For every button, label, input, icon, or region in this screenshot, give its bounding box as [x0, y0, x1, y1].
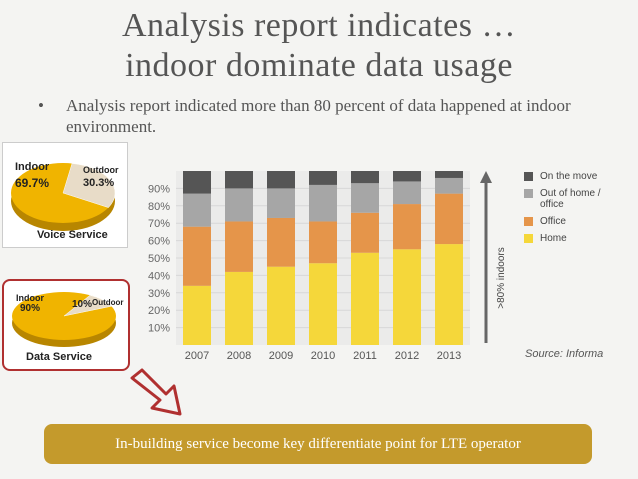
y-tick-label: 50%	[148, 253, 170, 265]
voice-pie-outdoor-slice	[62, 163, 116, 208]
bar-segment-home	[435, 244, 463, 345]
voice-outdoor-value: 30.3%	[83, 177, 115, 189]
legend-item-on-the-move: On the move	[524, 171, 614, 182]
title-line-1: Analysis report indicates …	[121, 7, 517, 44]
x-tick-label: 2010	[311, 350, 335, 362]
voice-service-caption: Voice Service	[37, 229, 108, 241]
bar-segment-on-the-move	[183, 171, 211, 194]
bar-segment-on-the-move	[267, 171, 295, 189]
data-service-card: Indoor 90% 10% Outdoor Data Service	[2, 279, 130, 371]
chart-legend: On the move Out of home / office Office …	[524, 171, 614, 250]
x-tick-label: 2009	[269, 350, 293, 362]
bar-segment-home	[183, 285, 211, 345]
voice-outdoor-label: Outdoor	[83, 165, 119, 175]
legend-label-home: Home	[540, 233, 567, 244]
voice-indoor-label: Indoor	[15, 161, 50, 173]
bar-segment-office	[435, 193, 463, 245]
legend-label-out-of-home: Out of home / office	[540, 188, 601, 210]
legend-swatch-out-of-home	[524, 189, 533, 198]
bar-segment-office	[225, 221, 253, 272]
y-tick-label: 70%	[148, 218, 170, 230]
bar-segment-out-of-home-office	[267, 188, 295, 218]
data-outdoor-value: 10%	[72, 299, 93, 310]
bar-segment-home	[267, 266, 295, 345]
bar-segment-office	[183, 226, 211, 286]
legend-swatch-office	[524, 217, 533, 226]
x-tick-label: 2008	[227, 350, 251, 362]
voice-pie-chart	[11, 163, 116, 231]
bar-segment-out-of-home-office	[183, 193, 211, 227]
y-tick-label: 20%	[148, 305, 170, 317]
y-tick-label: 80%	[148, 201, 170, 213]
chart-source: Source: Informa	[525, 348, 604, 360]
legend-item-out-of-home: Out of home / office	[524, 188, 614, 210]
bar-segment-out-of-home-office	[309, 184, 337, 222]
y-tick-label: 30%	[148, 288, 170, 300]
indoor-arrowhead-icon	[480, 171, 492, 183]
bar-segment-out-of-home-office	[351, 183, 379, 213]
voice-service-card: Indoor 69.7% Outdoor 30.3% Voice Service	[2, 142, 128, 248]
bullet-point: • Analysis report indicated more than 80…	[38, 95, 620, 137]
bar-segment-out-of-home-office	[393, 181, 421, 205]
x-tick-label: 2007	[185, 350, 209, 362]
bar-segment-home	[351, 252, 379, 345]
y-tick-label: 40%	[148, 270, 170, 282]
data-indoor-label: Indoor	[16, 293, 44, 303]
bar-segment-home	[393, 249, 421, 345]
bar-segment-on-the-move	[351, 171, 379, 184]
y-tick-label: 10%	[148, 323, 170, 335]
voice-indoor-value: 69.7%	[15, 176, 50, 190]
legend-swatch-home	[524, 234, 533, 243]
legend-item-office: Office	[524, 216, 614, 227]
usage-chart: 10% 20% 30% 40% 50% 60% 70% 80% 90% 2007 2008 2009 2…	[140, 165, 630, 365]
bar-segment-on-the-move	[435, 171, 463, 178]
bar-segment-office	[309, 221, 337, 264]
x-tick-label: 2011	[353, 350, 377, 362]
y-tick-label: 90%	[148, 183, 170, 195]
bar-segment-office	[267, 217, 295, 267]
bar-segment-office	[393, 204, 421, 250]
data-outdoor-label: Outdoor	[92, 298, 124, 307]
data-service-caption: Data Service	[26, 351, 93, 363]
conclusion-banner: In-building service become key different…	[44, 424, 592, 464]
bullet-icon: •	[38, 96, 44, 115]
legend-swatch-on-the-move	[524, 172, 533, 181]
bar-segment-on-the-move	[309, 171, 337, 185]
bar-segment-home	[309, 263, 337, 345]
data-indoor-value: 90%	[20, 303, 41, 314]
bar-segment-office	[351, 212, 379, 253]
legend-label-on-the-move: On the move	[540, 171, 598, 182]
y-tick-label: 60%	[148, 236, 170, 248]
legend-item-home: Home	[524, 233, 614, 244]
bar-segment-on-the-move	[225, 171, 253, 189]
title-line-2: indoor dominate data usage	[125, 47, 513, 84]
x-tick-label: 2013	[437, 350, 461, 362]
pointer-arrow-icon	[130, 368, 182, 416]
data-pie-outdoor-slice	[63, 294, 112, 317]
bar-segment-out-of-home-office	[435, 177, 463, 194]
legend-label-office: Office	[540, 216, 566, 227]
bullet-text: Analysis report indicated more than 80 p…	[66, 96, 571, 136]
indoor-annotation: >80% indoors	[496, 247, 507, 308]
bar-segment-home	[225, 271, 253, 345]
data-pie-chart	[12, 292, 116, 347]
slide-title: Analysis report indicates … indoor domin…	[0, 6, 638, 86]
bar-segment-on-the-move	[393, 171, 421, 182]
stacked-bar-chart: 10% 20% 30% 40% 50% 60% 70% 80% 90% 2007 2008 2009 2…	[148, 171, 507, 362]
x-tick-label: 2012	[395, 350, 419, 362]
bar-segment-out-of-home-office	[225, 188, 253, 222]
